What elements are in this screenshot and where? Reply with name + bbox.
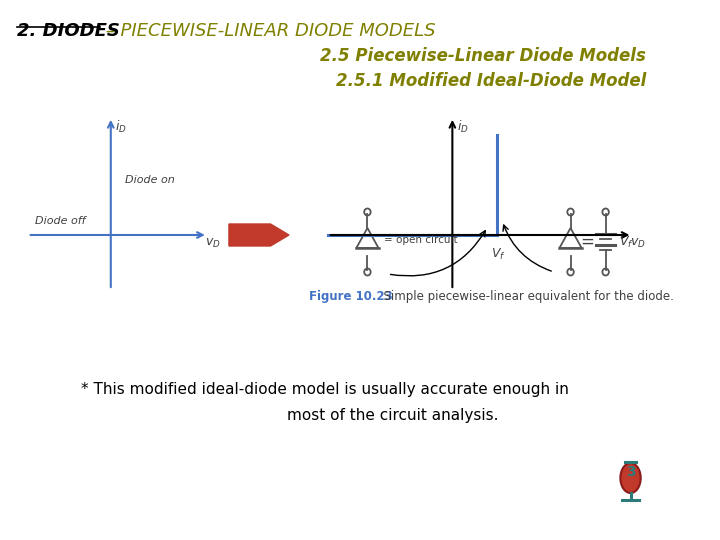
Text: 2.5.1 Modified Ideal-Diode Model: 2.5.1 Modified Ideal-Diode Model: [336, 72, 647, 90]
Text: = open circuit: = open circuit: [384, 235, 458, 245]
Text: Figure 10.23: Figure 10.23: [310, 290, 393, 303]
Text: Simple piecewise-linear equivalent for the diode.: Simple piecewise-linear equivalent for t…: [376, 290, 674, 303]
Text: $V_f$: $V_f$: [491, 247, 506, 262]
Text: Diode on: Diode on: [125, 175, 174, 185]
Text: most of the circuit analysis.: most of the circuit analysis.: [287, 408, 498, 423]
Text: $i_D$: $i_D$: [115, 119, 127, 135]
Text: 3: 3: [626, 465, 635, 479]
Text: – PIECEWISE-LINEAR DIODE MODELS: – PIECEWISE-LINEAR DIODE MODELS: [99, 22, 435, 40]
Text: 2. DIODES: 2. DIODES: [17, 22, 120, 40]
FancyArrow shape: [229, 224, 289, 246]
Ellipse shape: [621, 463, 641, 493]
Text: Diode off: Diode off: [35, 216, 86, 226]
Text: * This modified ideal-diode model is usually accurate enough in: * This modified ideal-diode model is usu…: [81, 382, 569, 397]
Text: 2.5 Piecewise-Linear Diode Models: 2.5 Piecewise-Linear Diode Models: [320, 47, 647, 65]
Text: $v_D$: $v_D$: [205, 237, 220, 250]
Text: $i_D$: $i_D$: [457, 119, 469, 135]
Text: $v_D$: $v_D$: [629, 237, 645, 250]
Text: $V_f$: $V_f$: [618, 234, 634, 249]
Text: =: =: [580, 233, 594, 251]
